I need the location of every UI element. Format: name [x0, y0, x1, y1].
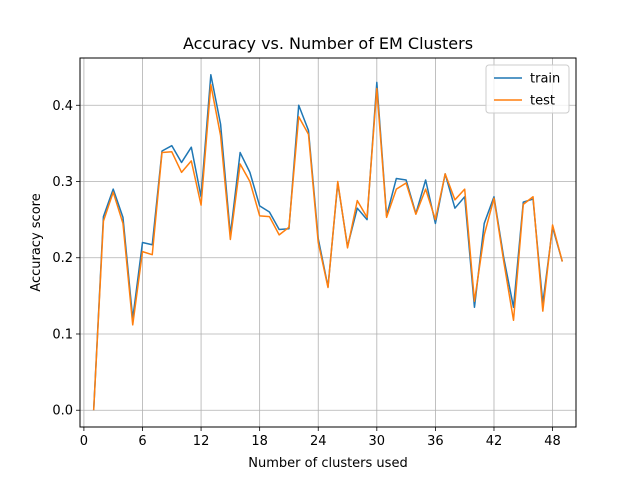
chart-title: Accuracy vs. Number of EM Clusters	[183, 34, 473, 53]
y-ticks: 0.0 0.1 0.2 0.3 0.4	[52, 99, 80, 419]
legend-label-train: train	[530, 72, 560, 87]
series-layer	[92, 74, 564, 411]
x-tick-label: 36	[427, 434, 444, 449]
legend-box	[485, 64, 570, 114]
x-tick-label: 24	[310, 434, 327, 449]
y-tick-label: 0.0	[52, 404, 73, 419]
x-tick-label: 30	[369, 434, 386, 449]
y-tick-label: 0.4	[52, 99, 73, 114]
x-tick-label: 42	[486, 434, 503, 449]
y-tick-label: 0.3	[52, 175, 73, 190]
grid	[80, 58, 576, 427]
y-axis-label: Accuracy score	[29, 193, 44, 291]
x-tick-label: 48	[544, 434, 561, 449]
x-axis-label: Number of clusters used	[248, 456, 407, 471]
series-line-test	[92, 83, 564, 411]
x-ticks: 0 6 12 18 24 30 36 42 48	[80, 427, 561, 449]
x-tick-label: 6	[138, 434, 146, 449]
y-tick-label: 0.2	[52, 251, 73, 266]
y-tick-label: 0.1	[52, 327, 73, 342]
x-tick-label: 18	[251, 434, 268, 449]
legend: train test	[485, 64, 570, 114]
x-tick-label: 0	[80, 434, 88, 449]
x-tick-label: 12	[193, 434, 210, 449]
plot-frame	[79, 57, 577, 428]
legend-label-test: test	[530, 94, 555, 109]
